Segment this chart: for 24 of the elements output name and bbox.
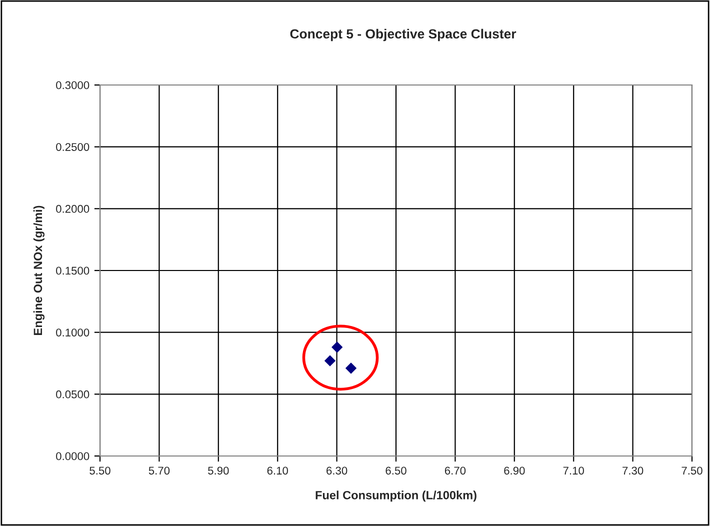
point [324,355,336,366]
x-tick-label: 6.10 [267,466,288,475]
y-tick-label: 0.2500 [56,143,90,151]
y-tick-label: 0.2000 [56,204,90,213]
x-tick-label: 5.90 [208,466,229,475]
x-tick-label: 7.10 [563,466,584,475]
point [332,342,343,353]
x-tick-label: 6.50 [386,466,406,475]
x-tick-label: 6.70 [444,466,466,475]
x-tick-label: 6.30 [326,466,348,475]
point [346,362,356,374]
y-tick-label: 0.3000 [56,81,90,90]
y-tick-label: 0.0000 [56,452,90,460]
x-tick-label: 7.50 [682,466,702,475]
y-axis-title: Engine Out NOx (gr/mi) [33,206,44,335]
x-axis-title: Fuel Consumption (L/100km) [316,490,476,502]
x-tick-label: 7.30 [622,466,644,475]
y-tick-label: 0.1500 [56,266,90,275]
chart-title: Concept 5 - Objective Space Cluster [290,28,516,42]
x-tick-label: 5.70 [148,466,170,475]
x-tick-label: 6.90 [504,466,525,475]
y-tick-label: 0.1000 [56,328,90,336]
y-tick-label: 0.0500 [56,390,90,398]
x-tick-label: 5.50 [90,466,110,475]
